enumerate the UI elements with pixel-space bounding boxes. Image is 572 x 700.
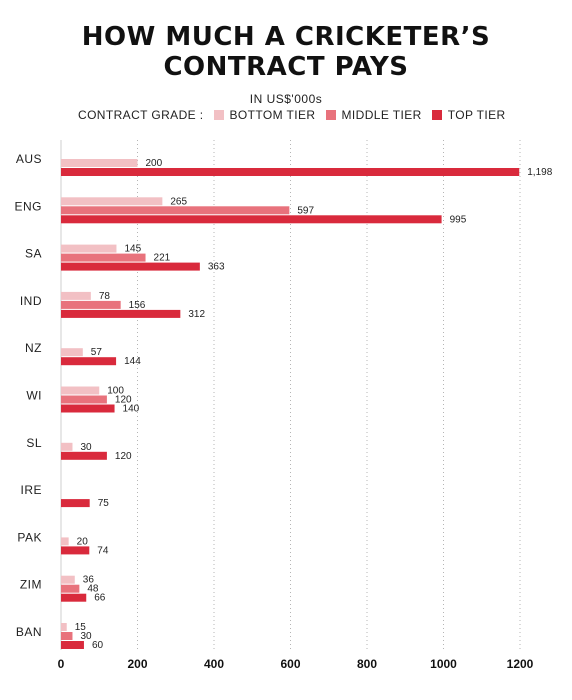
bar-ind-middle-tier <box>61 300 121 309</box>
value-label-sa-middle-tier: 221 <box>154 253 171 264</box>
bar-eng-top-tier <box>61 215 442 224</box>
value-label-ban-top-tier: 60 <box>92 640 104 651</box>
value-label-eng-middle-tier: 597 <box>297 205 314 216</box>
legend-label: CONTRACT GRADE : <box>78 108 204 122</box>
legend: CONTRACT GRADE : BOTTOM TIER MIDDLE TIER… <box>78 108 506 122</box>
chart-title: HOW MUCH A CRICKETER’S CONTRACT PAYS <box>0 22 572 82</box>
value-label-sl-top-tier: 120 <box>115 451 132 462</box>
value-label-ire-top-tier: 75 <box>98 498 110 509</box>
bar-sa-bottom-tier <box>61 244 117 253</box>
bar-wi-middle-tier <box>61 395 107 404</box>
chart-title-line-2: CONTRACT PAYS <box>163 52 409 82</box>
value-label-ind-middle-tier: 156 <box>129 300 146 311</box>
legend-swatch-top-tier <box>431 110 442 120</box>
bar-nz-top-tier <box>61 357 117 366</box>
value-label-nz-top-tier: 144 <box>124 356 141 367</box>
bar-wi-top-tier <box>61 404 115 413</box>
x-tick-label-400: 400 <box>204 657 224 671</box>
x-tick-label-800: 800 <box>357 657 377 671</box>
value-label-aus-bottom-tier: 200 <box>146 158 163 169</box>
category-label-ind: IND <box>20 294 42 308</box>
bar-sa-middle-tier <box>61 253 146 262</box>
category-label-sa: SA <box>25 247 42 261</box>
value-label-wi-bottom-tier: 100 <box>107 386 124 397</box>
bar-zim-bottom-tier <box>61 575 75 584</box>
legend-entry-middle-tier: MIDDLE TIER <box>341 108 422 122</box>
value-label-wi-middle-tier: 120 <box>115 395 132 406</box>
value-label-aus-top-tier: 1,198 <box>527 167 552 178</box>
bar-wi-bottom-tier <box>61 386 100 395</box>
bar-eng-middle-tier <box>61 206 290 215</box>
value-label-ban-middle-tier: 30 <box>80 631 92 642</box>
bar-ban-bottom-tier <box>61 623 67 631</box>
value-label-zim-top-tier: 66 <box>94 593 106 604</box>
value-label-zim-bottom-tier: 36 <box>83 575 95 586</box>
bar-sl-top-tier <box>61 451 107 460</box>
x-tick-label-1200: 1200 <box>507 657 534 671</box>
legend-swatch-middle-tier <box>325 110 336 120</box>
category-label-wi: WI <box>26 389 42 403</box>
bar-aus-top-tier <box>61 168 520 176</box>
value-label-ban-bottom-tier: 15 <box>75 622 87 633</box>
category-label-zim: ZIM <box>20 578 42 592</box>
value-label-pak-bottom-tier: 20 <box>77 536 89 547</box>
category-label-sl: SL <box>26 436 42 450</box>
value-label-zim-middle-tier: 48 <box>87 584 99 595</box>
value-label-wi-top-tier: 140 <box>123 404 140 415</box>
category-label-nz: NZ <box>25 341 42 355</box>
x-tick-label-1000: 1000 <box>430 657 457 671</box>
value-label-ind-bottom-tier: 78 <box>99 291 111 302</box>
x-tick-label-200: 200 <box>127 657 147 671</box>
value-label-pak-top-tier: 74 <box>97 545 109 556</box>
legend-entry-bottom-tier: BOTTOM TIER <box>229 108 316 122</box>
value-label-nz-bottom-tier: 57 <box>91 347 103 358</box>
bar-pak-bottom-tier <box>61 537 69 546</box>
category-label-ire: IRE <box>20 483 42 497</box>
bar-zim-top-tier <box>61 593 87 602</box>
bar-ban-top-tier <box>61 641 84 649</box>
value-label-eng-bottom-tier: 265 <box>170 196 187 207</box>
bar-zim-middle-tier <box>61 584 80 593</box>
bar-sl-bottom-tier <box>61 442 73 451</box>
bar-ind-top-tier <box>61 309 181 318</box>
bar-nz-bottom-tier <box>61 348 83 357</box>
bar-sa-top-tier <box>61 262 200 271</box>
legend-swatch-bottom-tier <box>213 110 224 120</box>
category-label-pak: PAK <box>17 530 42 544</box>
bar-ban-middle-tier <box>61 632 73 640</box>
x-tick-label-600: 600 <box>280 657 300 671</box>
value-label-ind-top-tier: 312 <box>188 309 205 320</box>
bar-aus-bottom-tier <box>61 159 138 167</box>
bar-ire-top-tier <box>61 499 90 508</box>
category-label-aus: AUS <box>16 152 42 166</box>
bar-ind-bottom-tier <box>61 291 91 300</box>
value-label-sa-bottom-tier: 145 <box>124 244 141 255</box>
category-label-ban: BAN <box>16 625 42 639</box>
legend-entry-top-tier: TOP TIER <box>447 108 506 122</box>
chart-title-line-1: HOW MUCH A CRICKETER’S <box>81 22 491 52</box>
value-label-sl-bottom-tier: 30 <box>80 442 92 453</box>
chart-subtitle: IN US$'000s <box>249 92 323 106</box>
category-label-eng: ENG <box>14 199 42 213</box>
bar-eng-bottom-tier <box>61 197 163 206</box>
x-tick-label-0: 0 <box>58 657 65 671</box>
value-label-eng-top-tier: 995 <box>450 214 467 225</box>
value-label-sa-top-tier: 363 <box>208 262 225 273</box>
bar-pak-top-tier <box>61 546 90 555</box>
